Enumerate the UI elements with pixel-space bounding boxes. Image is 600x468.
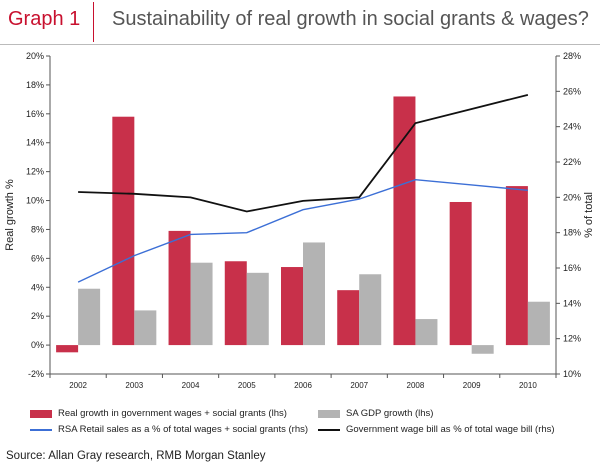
y-left-tick-label: 14% [26, 138, 44, 148]
y-left-tick-label: 8% [31, 224, 44, 234]
y-left-tick-label: 18% [26, 80, 44, 90]
chart-header: Graph 1 Sustainability of real growth in… [0, 0, 600, 46]
x-tick-label: 2004 [182, 381, 200, 390]
y-left-tick-label: 2% [31, 311, 44, 321]
y-left-tick-label: 20% [26, 51, 44, 61]
gdp-growth-bar [134, 310, 157, 346]
y-right-tick-label: 10% [563, 369, 581, 379]
wage-grant-growth-bar [337, 290, 360, 346]
gdp-growth-bar [190, 262, 213, 346]
gdp-growth-bar [415, 319, 438, 346]
govt-wage-bill-line [78, 93, 529, 213]
y-right-tick-label: 14% [563, 298, 581, 308]
y-right-tick-label: 20% [563, 192, 581, 202]
chart-canvas: -2% 0% 2% 4% 6% 8% 10% 12% 14% 16% 18% 20% 10% 12% 14%… [4, 51, 595, 390]
source-note: Source: Allan Gray research, RMB Morgan … [6, 450, 266, 462]
y-right-tick-label: 22% [563, 157, 581, 167]
wage-grant-growth-bar [112, 116, 135, 346]
wage-grant-growth-bar [56, 345, 79, 353]
x-tick-label: 2005 [238, 381, 256, 390]
legend-swatch [318, 429, 340, 431]
y-left-tick-label: -2% [28, 369, 44, 379]
y-right-tick-label: 16% [563, 263, 581, 273]
y-right-tick-label: 28% [563, 51, 581, 61]
gdp-growth-bar [78, 288, 101, 346]
y-left-tick-label: 12% [26, 167, 44, 177]
gdp-growth-bar [303, 242, 325, 346]
wage-grant-growth-bar [281, 267, 303, 346]
wage-grant-growth-bar [449, 201, 472, 346]
header-divider [93, 2, 94, 42]
graph-number: Graph 1 [8, 8, 81, 30]
gdp-growth-bar [359, 274, 382, 346]
y-left-tick-label: 6% [31, 253, 44, 263]
wage-grant-growth-bar [505, 186, 528, 346]
gdp-growth-bar [527, 301, 550, 346]
x-tick-label: 2009 [463, 381, 481, 390]
y-left-tick-label: 0% [31, 340, 44, 350]
header-rule [0, 44, 600, 45]
legend-swatch [318, 410, 340, 418]
wage-grant-growth-bar [393, 96, 416, 346]
y-axis-title-left: Real growth % [4, 179, 16, 251]
legend-label: Government wage bill as % of total wage … [346, 424, 555, 435]
y-right-tick-label: 12% [563, 334, 581, 344]
legend-label: SA GDP growth (lhs) [346, 408, 434, 419]
legend-swatch [30, 429, 52, 431]
x-tick-label: 2003 [125, 381, 143, 390]
legend-label: Real growth in government wages + social… [58, 408, 287, 419]
gdp-growth-bar [246, 272, 269, 346]
wage-grant-growth-bar [224, 261, 247, 346]
y-right-tick-label: 24% [563, 122, 581, 132]
y-axis-title-right: % of total [583, 192, 595, 238]
x-tick-label: 2007 [350, 381, 368, 390]
legend-swatch [30, 410, 52, 418]
y-left-tick-label: 10% [26, 196, 44, 206]
x-tick-label: 2010 [519, 381, 537, 390]
y-left-tick-label: 16% [26, 109, 44, 119]
y-left-tick-label: 4% [31, 282, 44, 292]
retail-sales-line [77, 178, 528, 283]
chart-title: Sustainability of real growth in social … [112, 8, 589, 30]
x-tick-label: 2002 [69, 381, 87, 390]
legend-label: RSA Retail sales as a % of total wages +… [58, 424, 309, 435]
y-right-tick-label: 26% [563, 86, 581, 96]
x-tick-label: 2006 [294, 381, 312, 390]
y-right-tick-label: 18% [563, 228, 581, 238]
gdp-growth-bar [471, 345, 494, 354]
x-tick-label: 2008 [407, 381, 425, 390]
wage-grant-growth-bar [168, 230, 191, 346]
